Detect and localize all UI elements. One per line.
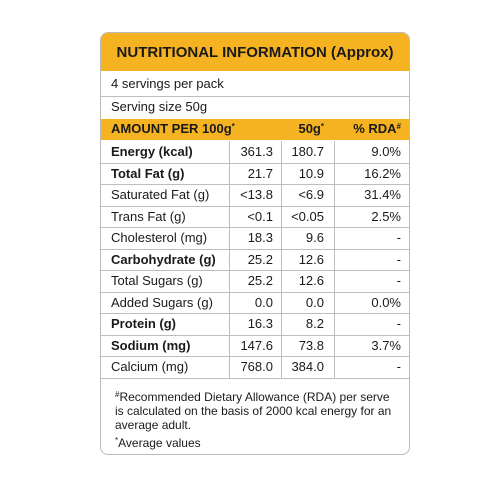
nutrient-label: Saturated Fat (g)	[111, 187, 210, 202]
per-100g: 0.0	[254, 294, 273, 310]
column-header-mark: *	[231, 122, 235, 131]
column-header-mark: *	[320, 122, 324, 131]
footnote-mark: #	[115, 389, 120, 399]
per-50g: 12.6	[298, 273, 324, 288]
per-50g: 8.2	[305, 316, 324, 331]
rda: -	[396, 316, 401, 331]
footnote: *Average values	[115, 436, 400, 450]
column-divider	[281, 141, 282, 378]
column-header-text: AMOUNT PER 100g	[111, 121, 232, 136]
per-100g: 361.3	[240, 144, 273, 159]
per-100g: 25.2	[247, 273, 273, 288]
nutrient-label: Total Fat (g)	[111, 165, 185, 181]
per-100g: <13.8	[240, 187, 273, 202]
row-divider	[101, 377, 409, 379]
row-divider	[101, 96, 409, 97]
row-divider	[101, 248, 409, 250]
per-50g: 9.6	[305, 230, 324, 245]
rda: 9.0%	[371, 144, 401, 159]
column-header-band	[101, 119, 409, 140]
per-50g: 180.7	[291, 144, 324, 159]
column-divider	[334, 141, 335, 378]
per-100g: 25.2	[247, 251, 273, 267]
column-header: % RDA#	[353, 118, 401, 140]
nutrient-label: Sodium (mg)	[111, 337, 191, 353]
column-header-mark: #	[396, 122, 401, 131]
row-divider	[101, 270, 409, 271]
per-50g: 0.0	[305, 294, 324, 310]
column-header: 50g*	[298, 118, 324, 140]
row-divider	[101, 205, 409, 207]
rda: -	[396, 251, 401, 267]
rda: 16.2%	[364, 165, 401, 181]
row-divider	[101, 334, 409, 336]
per-50g: <0.05	[291, 208, 324, 224]
per-100g: 21.7	[247, 165, 273, 181]
column-divider	[229, 141, 230, 378]
serving-size: Serving size 50g	[111, 99, 208, 114]
row-divider	[101, 184, 409, 185]
footnote-text: Recommended Dietary Allowance (RDA) per …	[115, 389, 392, 432]
nutrient-label: Calcium (mg)	[111, 359, 189, 374]
column-header-text: 50g	[298, 121, 321, 136]
per-50g: <6.9	[298, 187, 324, 202]
per-100g: <0.1	[247, 208, 273, 224]
footnote-text: Average values	[118, 435, 201, 450]
per-100g: 768.0	[240, 359, 273, 374]
rda: 0.0%	[371, 294, 401, 310]
rda: -	[396, 230, 401, 245]
row-divider	[101, 227, 409, 228]
servings: 4 servings per pack	[111, 76, 224, 91]
header-band	[101, 33, 409, 71]
row-divider	[101, 356, 409, 357]
row-divider	[101, 291, 409, 293]
nutrient-label: Trans Fat (g)	[111, 208, 186, 224]
rda: 31.4%	[364, 187, 401, 202]
rda: -	[396, 359, 401, 374]
row-divider	[101, 162, 409, 164]
column-header: AMOUNT PER 100g*	[111, 118, 235, 140]
nutrient-label: Added Sugars (g)	[111, 294, 213, 310]
rda: 3.7%	[371, 337, 401, 353]
column-header-text: % RDA	[353, 121, 397, 136]
per-100g: 16.3	[247, 316, 273, 331]
per-50g: 384.0	[291, 359, 324, 374]
nutrition-card: NUTRITIONAL INFORMATION (Approx) 4 servi…	[100, 32, 410, 455]
nutrient-label: Carbohydrate (g)	[111, 251, 216, 267]
per-50g: 73.8	[298, 337, 324, 353]
per-100g: 18.3	[247, 230, 273, 245]
footnote: #Recommended Dietary Allowance (RDA) per…	[115, 390, 400, 432]
rda: -	[396, 273, 401, 288]
row-divider	[101, 313, 409, 314]
per-50g: 12.6	[298, 251, 324, 267]
footnote-mark: *	[115, 435, 119, 445]
per-100g: 147.6	[240, 337, 273, 353]
rda: 2.5%	[371, 208, 401, 224]
per-50g: 10.9	[298, 165, 324, 181]
title: NUTRITIONAL INFORMATION (Approx)	[116, 44, 394, 61]
nutrient-label: Cholesterol (mg)	[111, 230, 208, 245]
nutrient-label: Energy (kcal)	[111, 144, 193, 159]
nutrient-label: Protein (g)	[111, 316, 176, 331]
nutrient-label: Total Sugars (g)	[111, 273, 203, 288]
